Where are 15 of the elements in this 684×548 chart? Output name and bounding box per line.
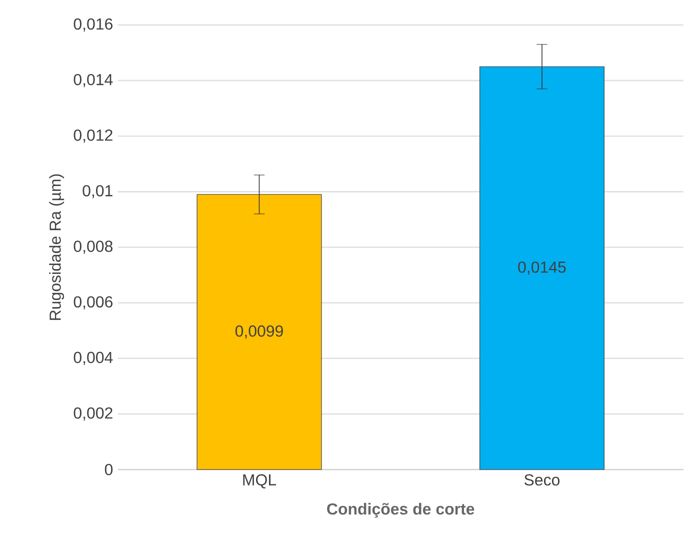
y-tick-label: 0,012 [74, 129, 112, 142]
x-axis-title: Condições de corte [327, 502, 474, 518]
y-tick-label: 0,004 [74, 352, 113, 365]
y-tick-label: 0 [104, 464, 113, 475]
data-label: 0,0145 [518, 261, 566, 274]
y-tick-label: 0,016 [74, 18, 112, 32]
y-tick-label: 0,008 [74, 240, 112, 254]
y-axis-title: Rugosidade Ra (µm) [49, 174, 64, 320]
x-tick-label: MQL [243, 474, 276, 488]
y-tick-label: 0,006 [74, 296, 112, 310]
y-tick-label: 0,002 [74, 407, 112, 420]
y-tick-label: 0,014 [74, 74, 113, 87]
y-tick-label: 0,01 [82, 184, 112, 198]
x-tick-label: Seco [524, 474, 560, 486]
data-label: 0,0099 [235, 325, 283, 338]
